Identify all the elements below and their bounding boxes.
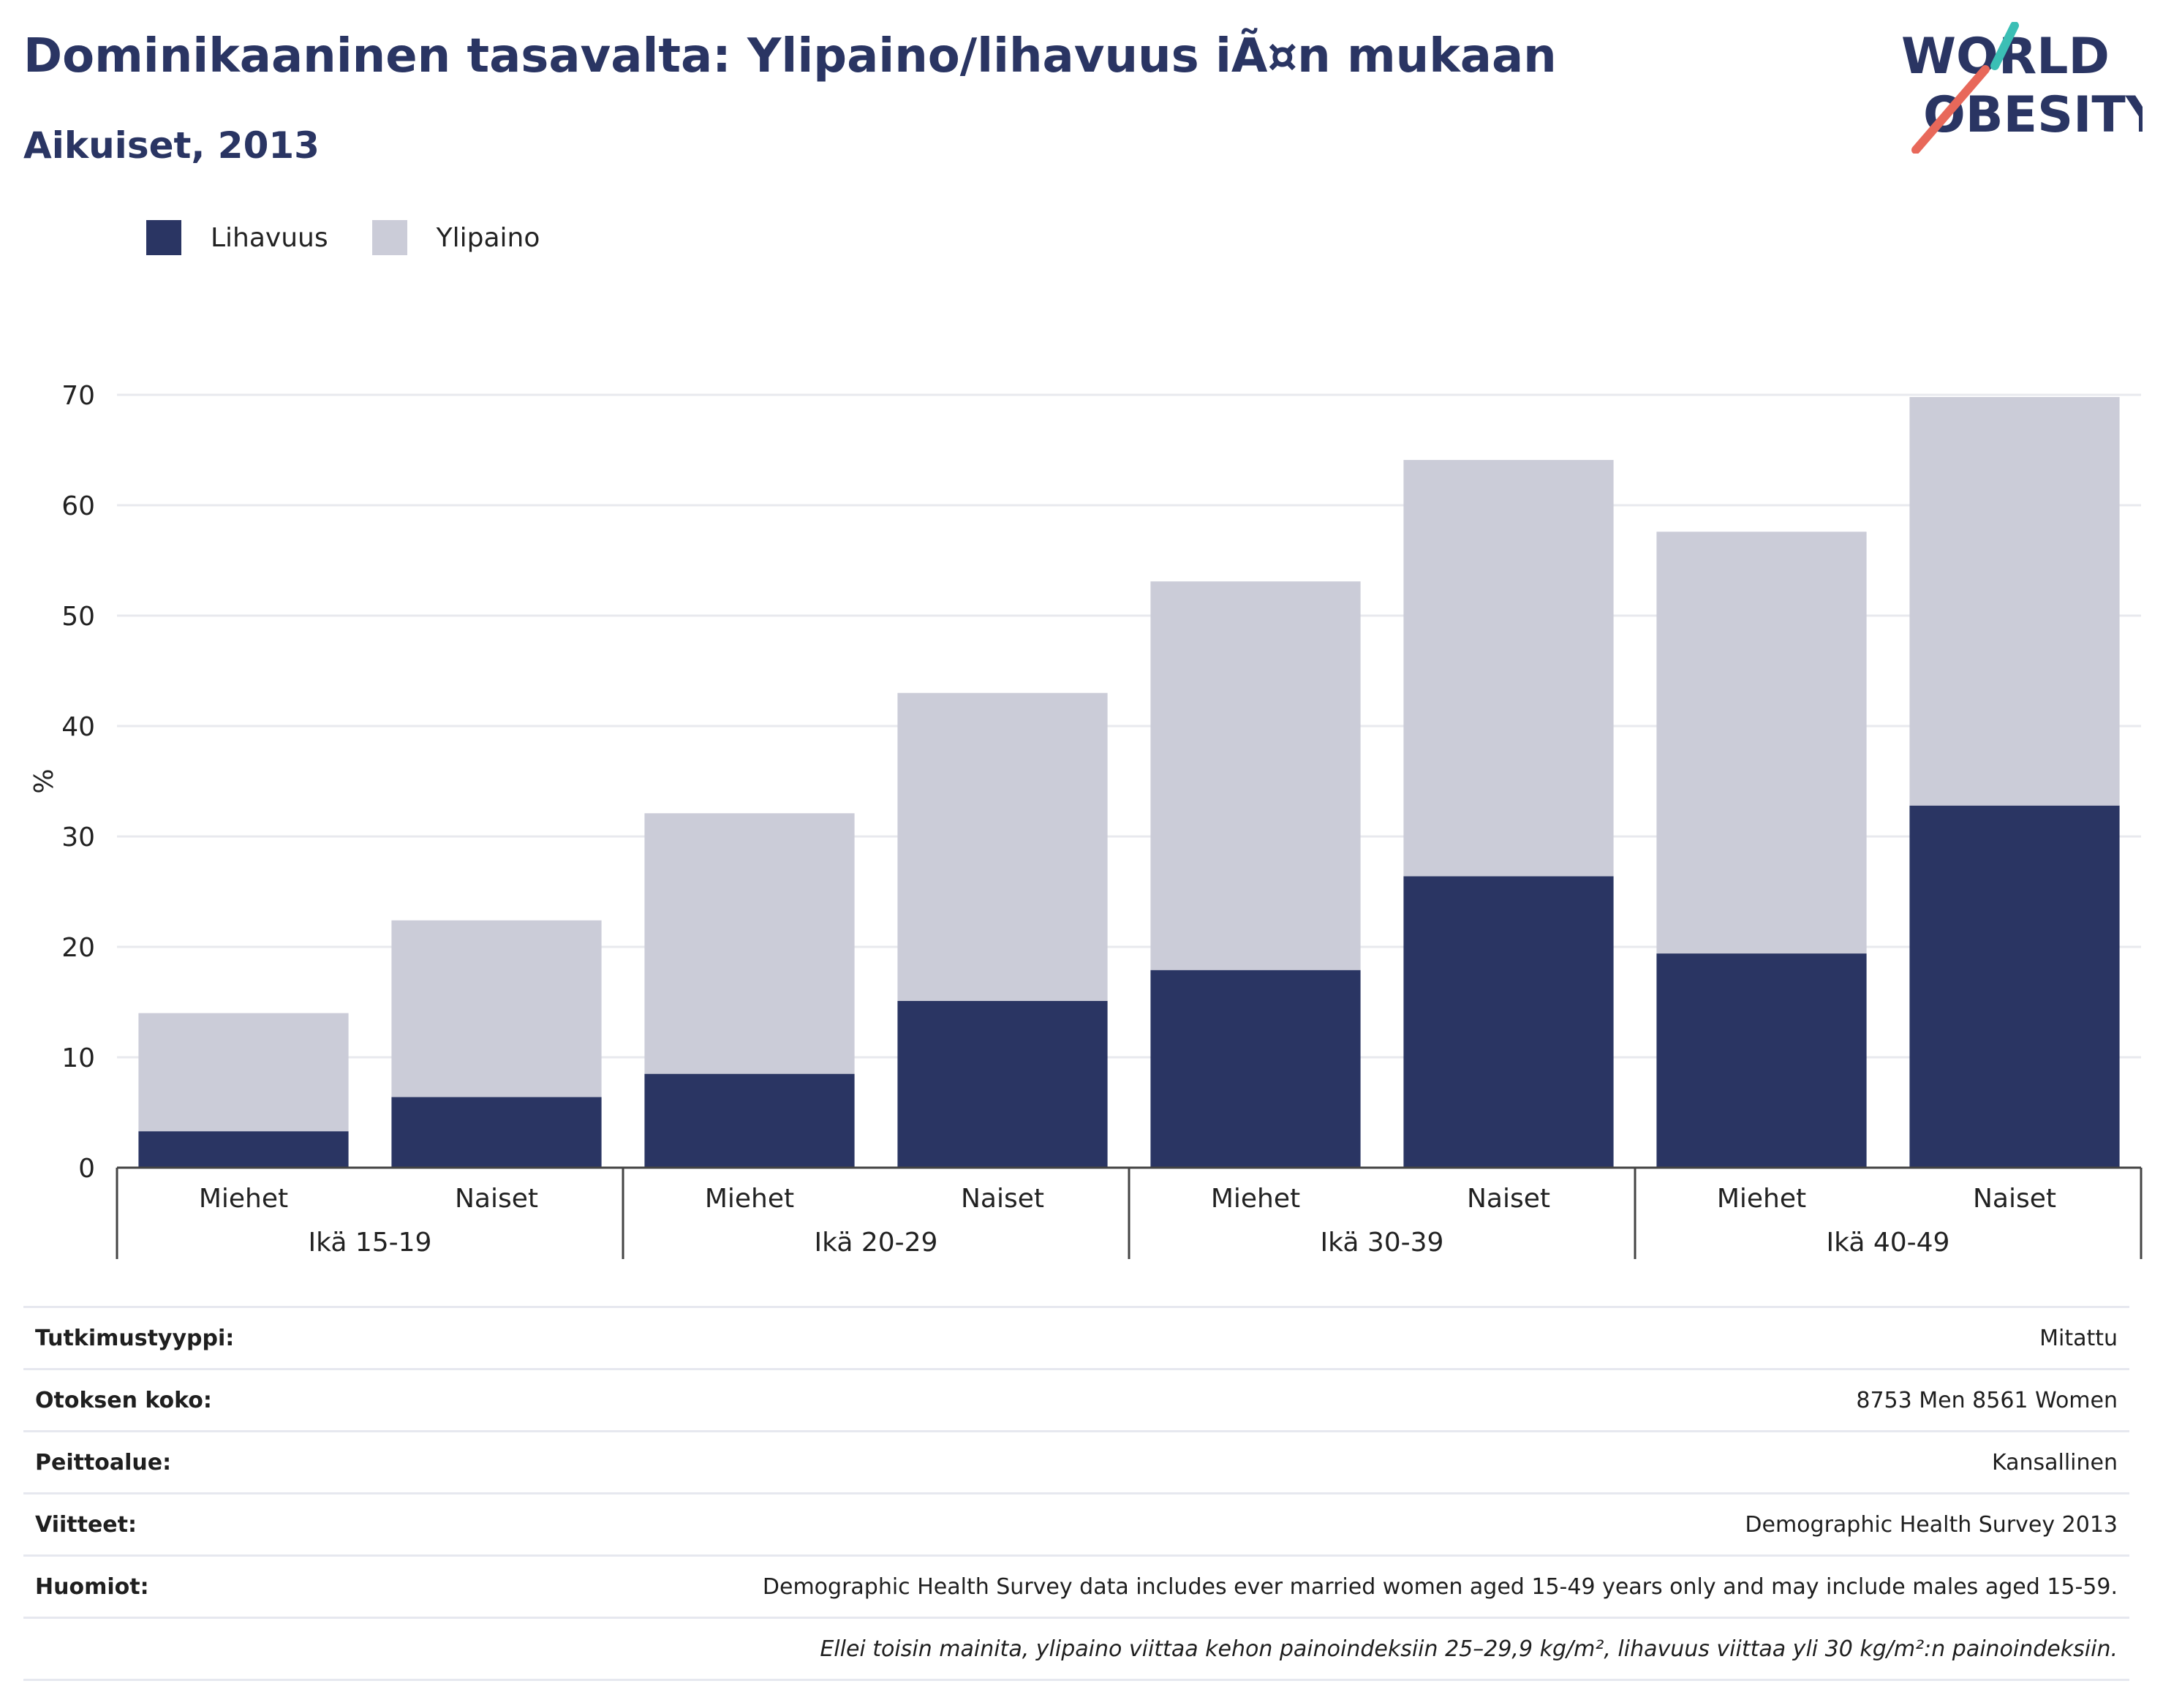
bar-lihavuus-3: [897, 1000, 1108, 1168]
bar-lihavuus-0: [138, 1131, 349, 1168]
x-tick-label: Miehet: [199, 1184, 288, 1214]
y-tick-label: 20: [61, 933, 95, 963]
x-tick-label: Naiset: [961, 1184, 1044, 1214]
group-label: Ikä 20-29: [815, 1228, 938, 1258]
legend-swatch-lihavuus: [146, 220, 181, 255]
x-tick-label: Miehet: [705, 1184, 794, 1214]
bar-ylipaino-0: [138, 1013, 349, 1132]
bar-ylipaino-6: [1656, 532, 1867, 954]
legend-swatch-ylipaino: [371, 220, 407, 255]
x-tick-label: Naiset: [1973, 1184, 2056, 1214]
legend-item-lihavuus[interactable]: Lihavuus: [146, 220, 328, 255]
y-tick-label: 60: [61, 491, 95, 521]
y-tick-label: 70: [61, 381, 95, 411]
info-row-study-type: Tutkimustyyppi: Mitattu: [23, 1306, 2129, 1368]
bar-ylipaino-3: [897, 692, 1108, 1001]
y-tick-label: 0: [78, 1154, 95, 1184]
bar-lihavuus-6: [1656, 953, 1867, 1168]
x-tick-label: Miehet: [1211, 1184, 1300, 1214]
bar-ylipaino-7: [1909, 397, 2120, 806]
info-value: Mitattu: [2039, 1325, 2118, 1351]
bar-lihavuus-4: [1150, 970, 1361, 1168]
info-value: Ellei toisin mainita, ylipaino viittaa k…: [820, 1636, 2118, 1662]
bar-ylipaino-4: [1150, 581, 1361, 970]
info-row-coverage: Peittoalue: Kansallinen: [23, 1430, 2129, 1492]
bar-lihavuus-7: [1909, 805, 2120, 1168]
info-label: Otoksen koko:: [35, 1387, 212, 1413]
logo-slash-red: [1911, 65, 1990, 154]
chart-title: Dominikaaninen tasavalta: Ylipaino/lihav…: [23, 29, 1557, 83]
info-value: Demographic Health Survey data includes …: [762, 1573, 2118, 1600]
group-label: Ikä 30-39: [1321, 1228, 1444, 1258]
y-tick-label: 50: [61, 602, 95, 632]
info-table: Tutkimustyyppi: Mitattu Otoksen koko: 87…: [23, 1306, 2129, 1681]
legend-label: Lihavuus: [211, 222, 328, 253]
bar-chart: 0 10 20 30 40 50 60 70% Miehet Naiset Miehet Naiset…: [29, 381, 2143, 1259]
bar-ylipaino-5: [1403, 460, 1614, 877]
bar-ylipaino-2: [644, 813, 855, 1074]
info-value: Demographic Health Survey 2013: [1745, 1511, 2118, 1538]
info-row-notes: Huomiot: Demographic Health Survey data …: [23, 1554, 2129, 1617]
x-tick-label: Naiset: [455, 1184, 538, 1214]
legend-label: Ylipaino: [436, 222, 540, 253]
info-label: Tutkimustyyppi:: [35, 1325, 235, 1351]
legend: Lihavuus Ylipaino: [146, 218, 584, 257]
info-label: Peittoalue:: [35, 1449, 172, 1475]
bar-ylipaino-1: [391, 920, 602, 1097]
chart-subtitle: Aikuiset, 2013: [23, 124, 320, 167]
bar-lihavuus-2: [644, 1073, 855, 1168]
info-value: 8753 Men 8561 Women: [1856, 1387, 2118, 1413]
y-tick-label: 10: [61, 1043, 95, 1073]
y-tick-label: 30: [61, 823, 95, 853]
logo-slash-teal: [1990, 22, 2019, 70]
y-tick-label: 40: [61, 712, 95, 742]
bar-lihavuus-5: [1403, 876, 1614, 1168]
info-row-sample-size: Otoksen koko: 8753 Men 8561 Women: [23, 1368, 2129, 1430]
x-tick-label: Miehet: [1717, 1184, 1806, 1214]
group-label: Ikä 40-49: [1827, 1228, 1950, 1258]
legend-item-ylipaino[interactable]: Ylipaino: [371, 220, 540, 255]
group-label: Ikä 15-19: [309, 1228, 432, 1258]
y-axis-label: %: [29, 768, 59, 793]
logo-line-2: OBESITY: [1923, 86, 2143, 144]
info-row-definition: Ellei toisin mainita, ylipaino viittaa k…: [23, 1617, 2129, 1681]
bar-lihavuus-1: [391, 1097, 602, 1168]
info-label: Huomiot:: [35, 1573, 149, 1600]
world-obesity-logo: WORLD OBESITY: [1901, 22, 2143, 154]
info-value: Kansallinen: [1991, 1449, 2118, 1475]
info-row-references: Viitteet: Demographic Health Survey 2013: [23, 1492, 2129, 1554]
x-tick-label: Naiset: [1467, 1184, 1550, 1214]
info-label: Viitteet:: [35, 1511, 137, 1538]
